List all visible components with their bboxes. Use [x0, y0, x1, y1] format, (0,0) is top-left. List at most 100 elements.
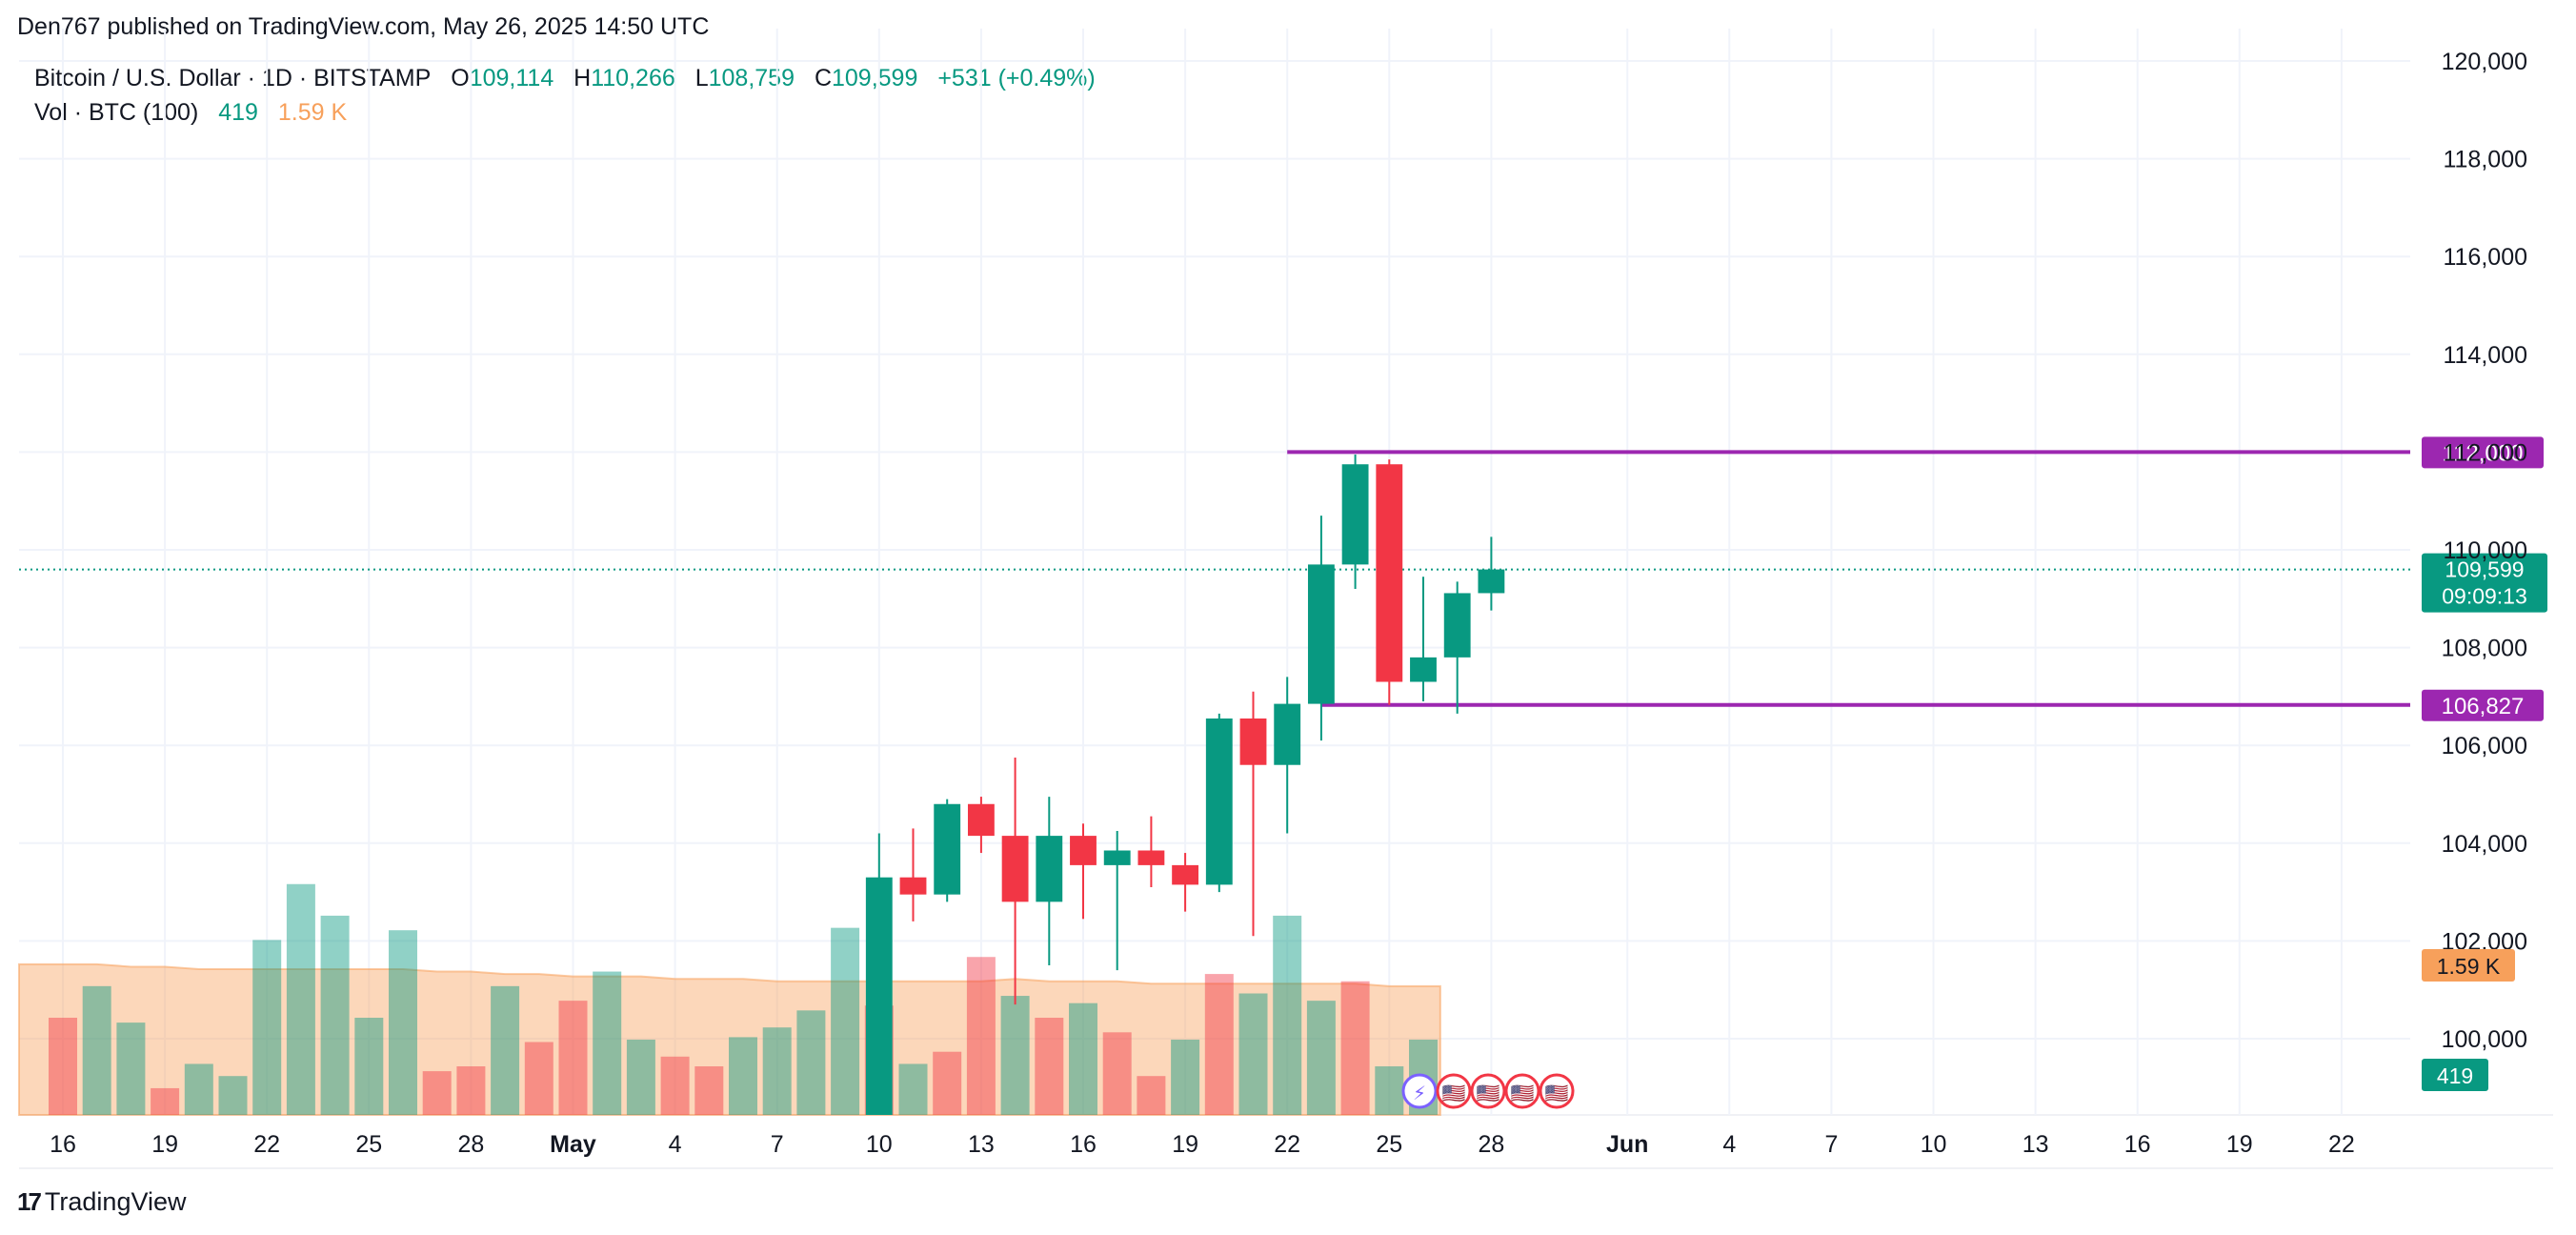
volume-tag-label: 419 [2437, 1063, 2473, 1088]
volume-bar [1306, 1001, 1336, 1115]
candle-body [865, 877, 893, 1115]
event-marker-glyph: 🇺🇸 [1477, 1082, 1500, 1104]
y-tick-label: 100,000 [2442, 1026, 2527, 1053]
low-value: 108,759 [708, 65, 795, 91]
volume-value: 419 [218, 99, 258, 126]
high-label: H [574, 65, 592, 91]
volume-bar [524, 1042, 553, 1115]
x-tick-label: May [550, 1131, 596, 1158]
y-tick-label: 104,000 [2442, 831, 2527, 858]
x-tick-label: 19 [2226, 1131, 2253, 1158]
event-marker-glyph: ⚡ [1413, 1082, 1426, 1104]
volume-bar [660, 1056, 690, 1115]
candle-series [865, 454, 1505, 1115]
candle-body [967, 803, 995, 837]
volume-bar [422, 1071, 452, 1115]
x-tick-label: 25 [355, 1131, 382, 1158]
volume-indicator-label[interactable]: Vol · BTC (100) [34, 99, 199, 126]
x-tick-label: 4 [1722, 1131, 1736, 1158]
volume-bar [389, 930, 417, 1115]
volume-bar [456, 1066, 486, 1115]
volume-series [18, 883, 1441, 1116]
x-tick-label: 19 [1172, 1131, 1198, 1158]
candle-body [1137, 850, 1165, 865]
countdown-label: 09:09:13 [2442, 584, 2527, 609]
change-value: +531 (+0.49%) [937, 65, 1096, 91]
tradingview-logo-icon: 17 [17, 1187, 42, 1216]
volume-bar [1069, 1002, 1097, 1115]
candle-body [1070, 836, 1097, 865]
level-tag [2422, 436, 2544, 469]
event-marker-glyph: 🇺🇸 [1442, 1082, 1466, 1104]
volume-bar [933, 1051, 962, 1115]
event-marker [1504, 1073, 1540, 1109]
x-tick-label: 25 [1376, 1131, 1402, 1158]
volume-bar [252, 940, 282, 1115]
y-tick-label: 106,000 [2442, 733, 2527, 759]
candle-body [1307, 564, 1335, 704]
candle-body [1205, 718, 1233, 885]
footer-branding[interactable]: 17 TradingView [17, 1187, 187, 1217]
volume-bar [1238, 993, 1268, 1115]
x-tick-label: 28 [457, 1131, 484, 1158]
event-marker [1539, 1073, 1575, 1109]
x-tick-label: 13 [2023, 1131, 2049, 1158]
volume-tag [2422, 1059, 2488, 1091]
volume-bar [796, 1010, 826, 1115]
x-tick-label: 22 [2328, 1131, 2355, 1158]
level-price-label: 112,000 [2443, 440, 2524, 466]
volume-bar [966, 957, 996, 1115]
x-tick-label: 16 [50, 1131, 76, 1158]
publisher-header: Den767 published on TradingView.com, May… [17, 13, 710, 40]
open-value: 109,114 [469, 65, 554, 91]
x-tick-label: 22 [253, 1131, 280, 1158]
open-label: O [451, 65, 470, 91]
x-tick-label: 13 [968, 1131, 995, 1158]
high-value: 110,266 [591, 65, 675, 91]
volume-ma-area [18, 962, 1441, 1116]
x-tick-label: Jun [1606, 1131, 1648, 1158]
brand-name: TradingView [44, 1187, 187, 1216]
volume-bar [593, 971, 622, 1115]
volume-bar [82, 985, 111, 1115]
volume-bar [151, 1087, 180, 1115]
low-label: L [694, 65, 709, 91]
event-marker [1401, 1073, 1438, 1109]
x-tick-label: 19 [151, 1131, 178, 1158]
volume-legend: Vol · BTC (100) 419 1.59 K [34, 99, 347, 127]
x-tick-label: 7 [1824, 1131, 1838, 1158]
event-marker-glyph: 🇺🇸 [1511, 1082, 1535, 1104]
last-price-label: 109,599 [2445, 557, 2524, 582]
volume-bar [1340, 981, 1370, 1115]
volume-bar [286, 883, 315, 1115]
volume-bar [1035, 1018, 1064, 1115]
close-value: 109,599 [832, 65, 918, 91]
volume-bar [184, 1063, 213, 1115]
chart-grid [19, 29, 2553, 1169]
volume-bar [1000, 996, 1030, 1115]
price-axis: 100,000102,000104,000106,000108,000110,0… [2422, 49, 2527, 1091]
candle-body [1036, 836, 1063, 902]
y-tick-label: 114,000 [2443, 342, 2527, 369]
x-tick-label: 28 [1478, 1131, 1504, 1158]
volume-bar [626, 1039, 655, 1115]
volume-bar [49, 1018, 77, 1115]
price-legend: Bitcoin / U.S. Dollar · 1D · BITSTAMP O1… [34, 65, 1096, 92]
x-tick-label: 16 [1070, 1131, 1097, 1158]
candle-body [1001, 836, 1029, 902]
volume-ma-tag [2422, 949, 2515, 982]
event-marker-glyph: 🇺🇸 [1545, 1082, 1569, 1104]
volume-bar [320, 915, 350, 1115]
symbol-title[interactable]: Bitcoin / U.S. Dollar · 1D · BITSTAMP [34, 65, 432, 91]
volume-bar [1171, 1039, 1200, 1115]
candle-body [1239, 718, 1267, 765]
candle-body [1341, 464, 1369, 565]
last-price-tag [2422, 553, 2547, 613]
volume-bar [1137, 1076, 1166, 1115]
volume-ma-tag-label: 1.59 K [2437, 954, 2501, 979]
x-tick-label: 22 [1274, 1131, 1300, 1158]
volume-bar [491, 985, 520, 1115]
volume-bar [898, 1063, 928, 1115]
